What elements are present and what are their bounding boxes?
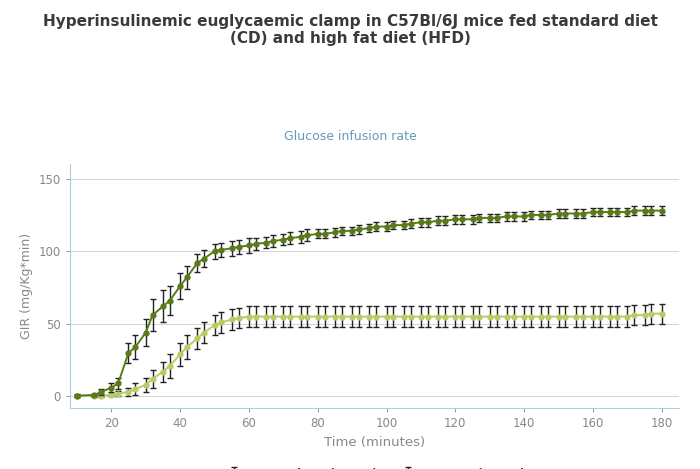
Text: Glucose infusion rate: Glucose infusion rate bbox=[284, 130, 416, 143]
Text: Hyperinsulinemic euglycaemic clamp in C57Bl/6J mice fed standard diet
(CD) and h: Hyperinsulinemic euglycaemic clamp in C5… bbox=[43, 14, 657, 46]
Legend: Control CD (n = 9), HFHCD (n = 6): Control CD (n = 9), HFHCD (n = 6) bbox=[223, 468, 526, 469]
Y-axis label: GIR (mg/Kg*min): GIR (mg/Kg*min) bbox=[20, 233, 33, 339]
X-axis label: Time (minutes): Time (minutes) bbox=[324, 436, 425, 449]
